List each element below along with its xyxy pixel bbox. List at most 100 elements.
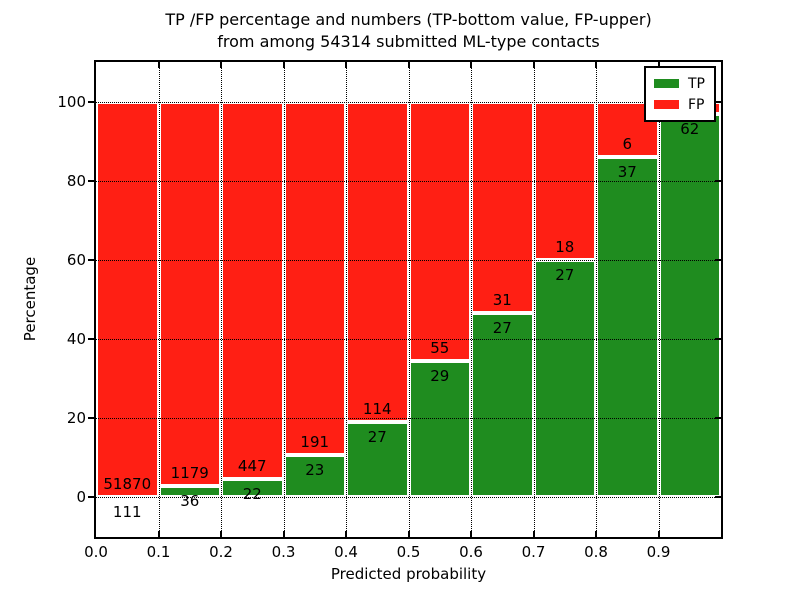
gridline [596,62,597,537]
axis-tick [407,62,410,68]
bar-segment-fp [346,101,409,422]
axis-tick [88,417,94,420]
y-tick-label: 40 [66,330,86,349]
gridline [96,339,721,341]
gridline [408,62,410,537]
legend-row-tp: TP [654,73,705,94]
legend: TP FP [644,66,716,122]
x-tick-label: 0.5 [396,543,421,561]
axis-tick [470,531,472,537]
axis-tick [345,531,347,537]
fp-count-label: 1179 [170,463,209,482]
fp-count-label: 447 [237,456,267,475]
gridline [533,62,535,537]
x-tick-label: 0.0 [84,543,108,561]
axis-tick [282,62,285,68]
axis-tick [157,62,160,68]
y-tick-label: 60 [66,250,86,269]
axis-tick [532,62,535,68]
fp-count-label: 18 [555,237,575,256]
axis-tick [715,417,721,420]
x-axis-label: Predicted probability [330,565,487,583]
gridline [658,62,660,537]
bar-segment-fp [533,101,596,260]
x-tick-label: 0.3 [271,543,296,561]
chart-title-line-2: from among 54314 submitted ML-type conta… [217,32,600,51]
axis-tick [88,258,94,261]
gridline [471,62,472,537]
x-tick-label: 0.6 [459,543,483,561]
chart-title-line-1: TP /FP percentage and numbers (TP-bottom… [165,10,652,29]
y-tick-label: 100 [57,92,86,111]
gridline [96,418,721,420]
fp-count-label: 55 [430,338,450,357]
x-tick-label: 0.8 [584,543,608,561]
bar-segment-fp [408,101,471,361]
bar-segment-fp [221,101,284,479]
axis-tick [157,531,160,537]
axis-tick [88,496,94,499]
axis-tick [88,100,94,103]
tp-count-label: 36 [180,491,200,510]
axis-tick [407,531,410,537]
axis-tick [532,531,535,537]
legend-row-fp: FP [654,94,705,115]
axis-tick [282,531,285,537]
x-tick-label: 0.1 [146,543,171,561]
bar-segment-tp [346,421,409,498]
tp-count-label: 29 [430,366,450,385]
y-tick-label: 20 [66,409,86,428]
axis-tick [88,179,94,182]
x-tick-label: 0.2 [209,543,233,561]
gridline [283,62,285,537]
axis-tick [88,338,94,341]
bar-segment-fp [471,101,534,314]
axis-tick [220,531,222,537]
plot-area: 51870 111 1179 36 447 22 191 23 114 27 55 29 31 27 18 2… [88,60,723,539]
axis-tick [595,531,597,537]
bar-segment-tp [471,313,534,498]
tp-count-label: 62 [680,119,700,138]
fp-count-label: 191 [300,432,330,451]
tp-count-label: 37 [617,162,637,181]
bar-segment-tp [658,113,721,498]
fp-count-label: 6 [622,134,633,153]
tp-count-label: 27 [492,319,512,338]
tp-count-label: 27 [367,427,387,446]
x-tick-label: 0.7 [521,543,546,561]
bar-segment-fp [283,101,346,455]
axis-tick [715,258,721,261]
tp-count-label: 27 [555,265,575,284]
axis-tick [595,62,597,68]
axis-tick [715,338,721,341]
legend-label-tp: TP [688,75,705,92]
fp-swatch-icon [654,100,679,109]
tp-count-label: 22 [242,484,262,503]
bar-segment-tp [596,156,659,498]
x-tick-label: 0.4 [334,543,358,561]
axis-tick [657,531,660,537]
x-tick-label: 0.9 [646,543,671,561]
axis-tick [715,100,721,103]
bar-segment-tp [283,454,346,498]
gridline [96,259,721,261]
axis-tick [220,62,222,68]
axis-tick [715,496,721,499]
axis-tick [345,62,347,68]
y-axis-label: Percentage [21,256,39,342]
tp-swatch-icon [654,79,679,88]
axis-tick [657,62,660,68]
y-tick-label: 80 [66,171,86,190]
gridline [96,497,721,499]
bar-segment-tp [533,259,596,498]
gridline [96,101,721,103]
bar-segment-fp [158,101,221,486]
axis-tick [715,179,721,182]
gridline [158,62,160,537]
fp-count-label: 51870 [103,474,152,493]
tp-count-label: 23 [305,460,325,479]
gridline [221,62,222,537]
gridline [96,180,721,182]
fp-count-label: 31 [492,291,512,310]
